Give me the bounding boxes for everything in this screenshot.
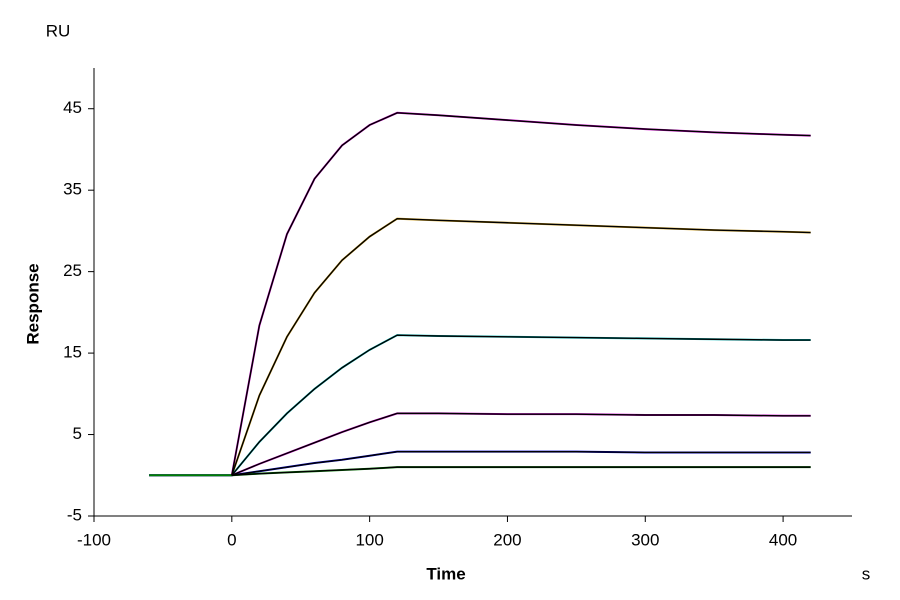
data-line	[149, 111, 811, 477]
x-tick-label: -100	[77, 530, 111, 549]
x-tick-label: 200	[493, 530, 521, 549]
y-tick-label: 25	[63, 261, 82, 280]
data-line	[231, 112, 811, 476]
y-tick-label: 35	[63, 180, 82, 199]
data-line	[231, 466, 811, 476]
data-line	[231, 217, 811, 476]
y-axis-title: Response	[23, 263, 42, 344]
x-tick-label: 100	[355, 530, 383, 549]
x-tick-label: 0	[227, 530, 236, 549]
data-line	[231, 334, 811, 476]
data-line	[149, 412, 811, 477]
data-line	[149, 217, 811, 477]
y-tick-label: 5	[73, 424, 82, 443]
data-line	[231, 450, 811, 476]
y-unit: RU	[46, 21, 71, 40]
x-tick-label: 400	[769, 530, 797, 549]
x-unit: s	[862, 564, 871, 583]
y-tick-label: 45	[63, 98, 82, 117]
data-line	[231, 412, 811, 476]
y-tick-label: -5	[67, 505, 82, 524]
y-tick-label: 15	[63, 343, 82, 362]
x-tick-label: 300	[631, 530, 659, 549]
x-axis-title: Time	[426, 564, 465, 583]
